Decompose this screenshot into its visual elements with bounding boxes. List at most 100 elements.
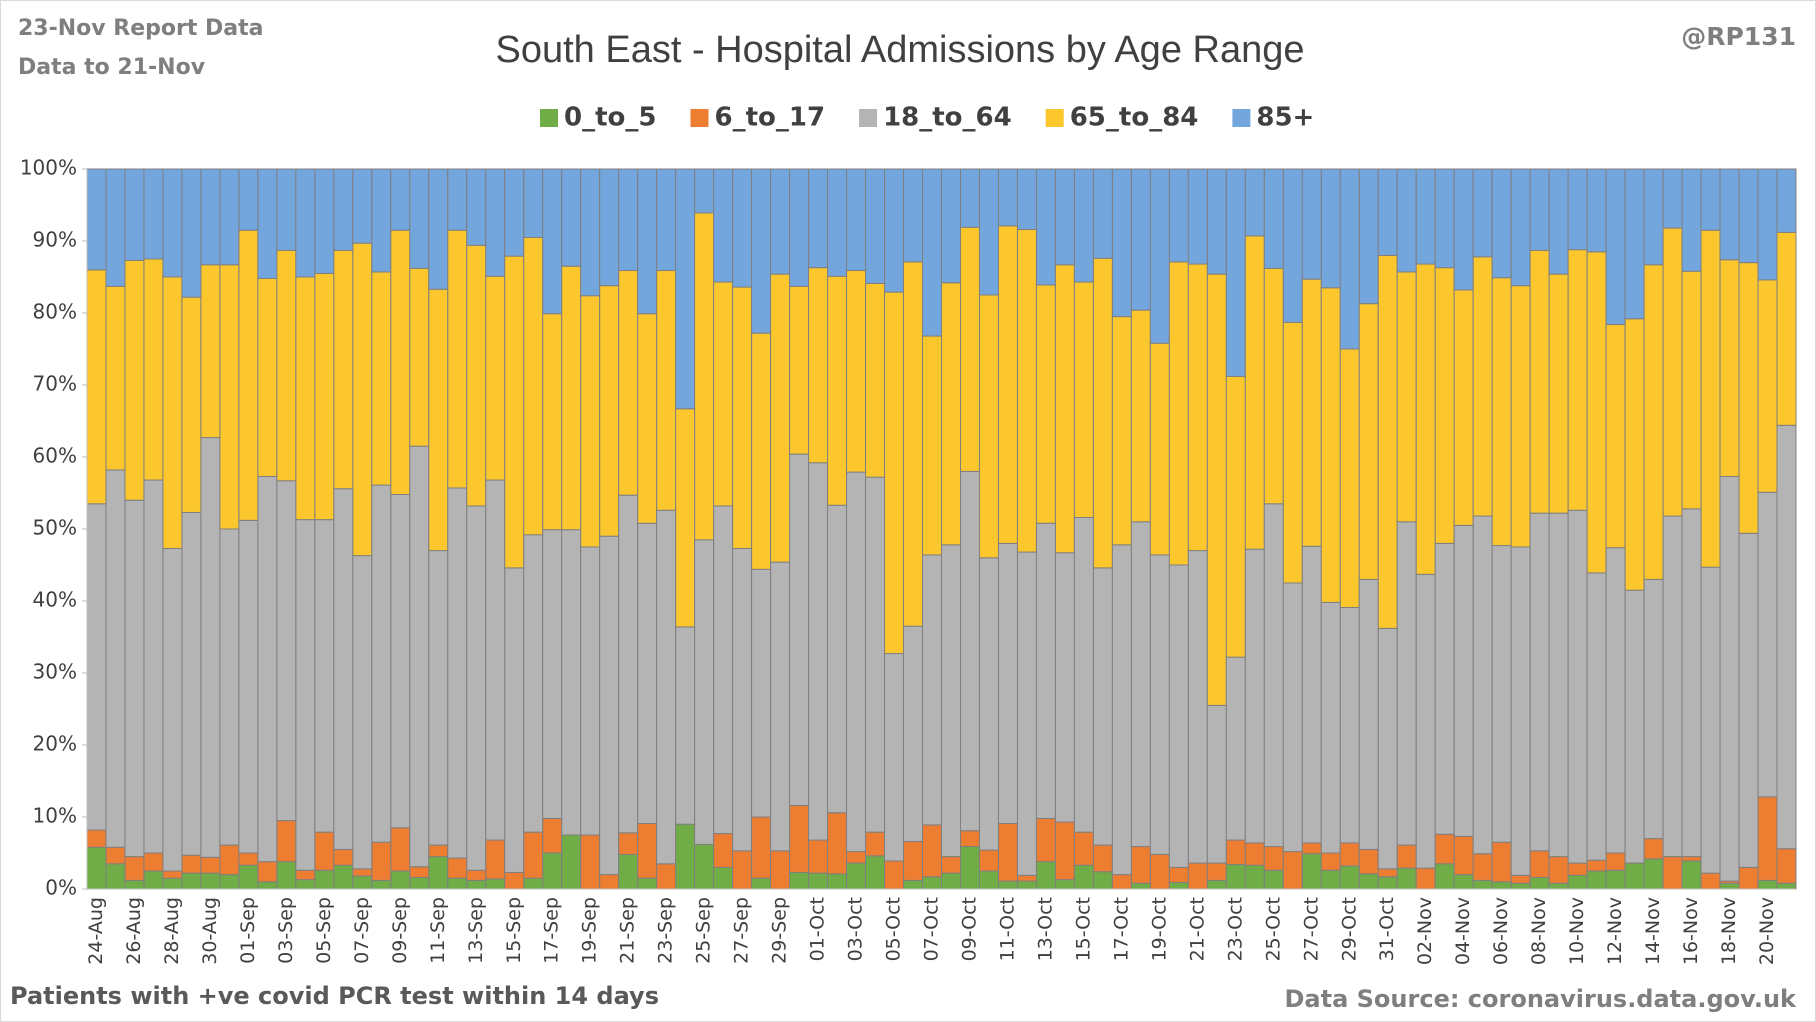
bar-segment bbox=[352, 168, 373, 244]
bar-segment bbox=[618, 832, 639, 855]
bar-segment bbox=[1225, 656, 1246, 841]
bar-segment bbox=[1605, 852, 1626, 871]
legend-swatch bbox=[859, 109, 878, 127]
bar-segment bbox=[162, 547, 183, 872]
bar-segment bbox=[371, 168, 392, 273]
bar-segment bbox=[1320, 168, 1341, 289]
bar-segment bbox=[1624, 862, 1645, 890]
bar-segment bbox=[1605, 547, 1626, 854]
bar-segment bbox=[352, 242, 373, 557]
bar-segment bbox=[1282, 851, 1303, 890]
bar-segment bbox=[1320, 852, 1341, 871]
bar-segment bbox=[371, 841, 392, 881]
bar-segment bbox=[1092, 844, 1113, 873]
bar-segment bbox=[1510, 874, 1531, 884]
bar-segment bbox=[1111, 544, 1132, 876]
bar-segment bbox=[181, 168, 202, 298]
bar-segment bbox=[428, 288, 449, 552]
bar-segment bbox=[1472, 515, 1493, 855]
bar-segment bbox=[751, 168, 772, 334]
bar-segment bbox=[732, 547, 753, 852]
bar-segment bbox=[219, 874, 240, 890]
bar-segment bbox=[1396, 867, 1417, 890]
bar-segment bbox=[618, 494, 639, 834]
bar-segment bbox=[1681, 508, 1702, 858]
bar-segment bbox=[542, 529, 563, 819]
bar-segment bbox=[1415, 867, 1436, 890]
bar-segment bbox=[1643, 858, 1664, 890]
bar-segment bbox=[1757, 491, 1778, 798]
bar-segment bbox=[1605, 869, 1626, 890]
bar-segment bbox=[1643, 838, 1664, 860]
bar-segment bbox=[1662, 856, 1683, 890]
bar-segment bbox=[162, 870, 183, 879]
bar-segment bbox=[694, 168, 715, 214]
bar-segment bbox=[1472, 168, 1493, 258]
bar-segment bbox=[314, 272, 335, 521]
x-tick-label: 01-Oct bbox=[807, 897, 829, 961]
bar-segment bbox=[1320, 869, 1341, 890]
legend-swatch bbox=[1232, 109, 1251, 127]
bar-segment bbox=[1035, 861, 1056, 890]
bar-segment bbox=[694, 212, 715, 541]
bar-segment bbox=[257, 881, 278, 890]
bar-segment bbox=[219, 264, 240, 530]
bar-segment bbox=[1301, 853, 1322, 890]
y-tick-label: 90% bbox=[33, 228, 77, 252]
y-tick-label: 70% bbox=[33, 372, 77, 396]
bar-segment bbox=[1662, 168, 1683, 229]
bar-segment bbox=[1377, 876, 1398, 890]
bar-segment bbox=[1358, 303, 1379, 580]
bar-segment bbox=[580, 834, 601, 890]
bar-segment bbox=[466, 879, 487, 890]
bar-segment bbox=[808, 267, 829, 464]
bar-segment bbox=[1168, 168, 1189, 263]
x-tick-label: 17-Sep bbox=[541, 897, 563, 964]
bar-segment bbox=[1263, 846, 1284, 871]
bar-segment bbox=[181, 872, 202, 890]
x-tick-label: 24-Aug bbox=[85, 897, 107, 965]
bar-segment bbox=[181, 854, 202, 874]
bar-segment bbox=[1111, 168, 1132, 318]
x-tick-label: 23-Oct bbox=[1224, 897, 1246, 961]
bar-segment bbox=[865, 476, 886, 833]
legend-label: 18_to_64 bbox=[883, 103, 1012, 133]
bar-segment bbox=[542, 817, 563, 854]
bar-segment bbox=[618, 853, 639, 890]
bar-segment bbox=[1168, 866, 1189, 884]
x-tick-label: 14-Nov bbox=[1642, 897, 1664, 965]
legend-swatch bbox=[540, 109, 558, 127]
bar-segment bbox=[485, 479, 506, 841]
bar-segment bbox=[1700, 168, 1721, 231]
bar-segment bbox=[1510, 546, 1531, 876]
bar-segment bbox=[1396, 271, 1417, 523]
bar-segment bbox=[808, 462, 829, 841]
bar-segment bbox=[959, 168, 980, 228]
bar-segment bbox=[1510, 882, 1531, 890]
bar-segment bbox=[333, 488, 354, 850]
bar-segment bbox=[143, 479, 164, 854]
bar-segment bbox=[1434, 542, 1455, 835]
bar-segment bbox=[1605, 324, 1626, 549]
bar-segment bbox=[922, 824, 942, 878]
bar-segment bbox=[1320, 287, 1341, 603]
bar-segment bbox=[959, 830, 980, 848]
bar-segment bbox=[1035, 284, 1056, 524]
bar-segment bbox=[561, 834, 582, 890]
bar-segment bbox=[485, 839, 506, 880]
bar-segment bbox=[504, 255, 525, 569]
bar-segment bbox=[978, 168, 999, 296]
bar-segment bbox=[124, 168, 145, 261]
bar-segment bbox=[200, 168, 221, 266]
bar-segment bbox=[1529, 249, 1550, 514]
bar-segment bbox=[637, 522, 658, 824]
x-tick-label: 31-Oct bbox=[1376, 897, 1398, 961]
y-tick-label: 100% bbox=[20, 156, 77, 180]
bar-segment bbox=[1206, 862, 1227, 881]
bar-segment bbox=[789, 871, 810, 890]
bar-segment bbox=[86, 846, 107, 890]
bar-segment bbox=[86, 269, 107, 505]
bar-segment bbox=[1016, 874, 1037, 882]
bar-segment bbox=[1434, 833, 1455, 865]
bar-segment bbox=[1681, 856, 1702, 862]
